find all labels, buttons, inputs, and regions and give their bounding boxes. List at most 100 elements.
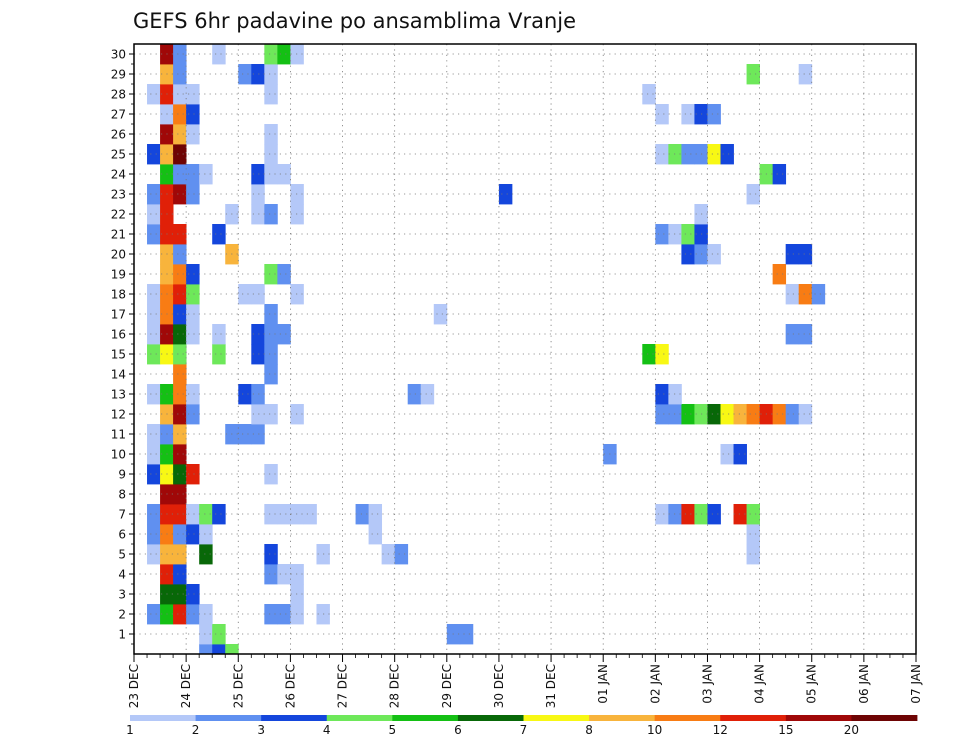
precip-cell [147, 304, 161, 325]
precip-cell [733, 504, 747, 525]
precip-cell [173, 284, 187, 305]
precip-cell [186, 604, 200, 625]
x-tick-label: 02 JAN [648, 664, 662, 704]
precip-cell [147, 504, 161, 525]
precip-cell [798, 324, 813, 345]
y-tick-label: 25 [111, 148, 126, 162]
precip-cell [251, 424, 265, 445]
precip-cell [173, 504, 187, 525]
precip-cell [251, 324, 265, 345]
precip-cell [655, 384, 669, 405]
precip-cell [264, 164, 278, 185]
precip-cell [147, 344, 161, 365]
precip-cell [147, 144, 161, 165]
precip-cell [147, 424, 161, 445]
precip-cell [186, 384, 200, 405]
y-tick-label: 8 [118, 488, 126, 502]
precip-cell [173, 324, 187, 345]
precip-cell [147, 464, 161, 485]
precipitation-cells [147, 44, 826, 655]
colorbar-label: 6 [454, 723, 462, 737]
precip-cell [785, 404, 800, 425]
y-tick-label: 15 [111, 348, 126, 362]
x-tick-label: 30 DEC [492, 664, 506, 708]
precip-cell [720, 404, 734, 425]
precip-cell [186, 104, 200, 125]
colorbar-label: 12 [713, 723, 728, 737]
precip-cell [186, 504, 200, 525]
precip-cell [707, 244, 721, 265]
precip-cell [199, 504, 213, 525]
precip-cell [277, 324, 291, 345]
precip-cell [147, 544, 161, 565]
precip-cell [173, 584, 187, 605]
y-tick-label: 29 [111, 68, 126, 82]
precip-cell [147, 604, 161, 625]
precip-cell [681, 224, 695, 245]
precip-cell [264, 324, 278, 345]
colorbar-label: 4 [323, 723, 331, 737]
colorbar-swatch [654, 715, 721, 721]
x-tick-label: 27 DEC [336, 664, 350, 708]
colorbar-label: 10 [647, 723, 662, 737]
colorbar-swatch [523, 715, 590, 721]
precip-cell [264, 64, 278, 85]
precip-cell [186, 84, 200, 105]
colorbar-swatch [851, 715, 918, 721]
precip-cell [498, 184, 513, 205]
precip-cell [277, 164, 291, 185]
precip-cell [238, 284, 252, 305]
precip-cell [355, 504, 369, 525]
y-tick-label: 18 [111, 288, 126, 302]
precip-cell [681, 104, 695, 125]
precip-cell [264, 124, 278, 145]
precip-cell [264, 44, 278, 65]
colorbar-swatch [261, 715, 328, 721]
colorbar-swatch [130, 715, 196, 721]
precip-cell [212, 624, 226, 645]
precip-cell [251, 384, 265, 405]
precip-cell [264, 364, 278, 385]
precip-cell [173, 104, 187, 125]
precip-cell [655, 504, 669, 525]
precip-cell [212, 324, 226, 345]
precip-cell [199, 624, 213, 645]
precip-cell [264, 604, 278, 625]
y-tick-label: 3 [118, 588, 126, 602]
precip-cell [264, 84, 278, 105]
precip-cell [212, 344, 226, 365]
y-tick-label: 14 [111, 368, 126, 382]
y-tick-label: 16 [111, 328, 126, 342]
precip-cell [785, 324, 800, 345]
y-tick-label: 7 [118, 508, 126, 522]
y-tick-label: 6 [118, 528, 126, 542]
precip-cell [173, 64, 187, 85]
precip-cell [212, 644, 226, 655]
precip-cell [173, 244, 187, 265]
precip-cell [173, 524, 187, 545]
precip-cell [238, 384, 252, 405]
colorbar-label: 2 [192, 723, 200, 737]
precip-cell [264, 404, 278, 425]
precip-cell [746, 64, 760, 85]
precip-cell [720, 144, 734, 165]
precip-cell [199, 524, 213, 545]
precip-cell [173, 384, 187, 405]
x-tick-label: 24 DEC [179, 664, 193, 708]
precip-cell [173, 44, 187, 65]
precip-cell [173, 304, 187, 325]
precip-cell [199, 164, 213, 185]
y-tick-label: 1 [118, 628, 126, 642]
y-tick-label: 4 [118, 568, 126, 582]
precip-cell [225, 644, 239, 655]
precip-cell [264, 564, 278, 585]
precip-cell [186, 404, 200, 425]
y-tick-label: 21 [111, 228, 126, 242]
precip-cell [251, 404, 265, 425]
colorbar-swatch [457, 715, 524, 721]
y-tick-label: 24 [111, 168, 126, 182]
precip-cell [212, 504, 226, 525]
precip-cell [173, 224, 187, 245]
precip-cell [681, 504, 695, 525]
y-tick-label: 5 [118, 548, 126, 562]
